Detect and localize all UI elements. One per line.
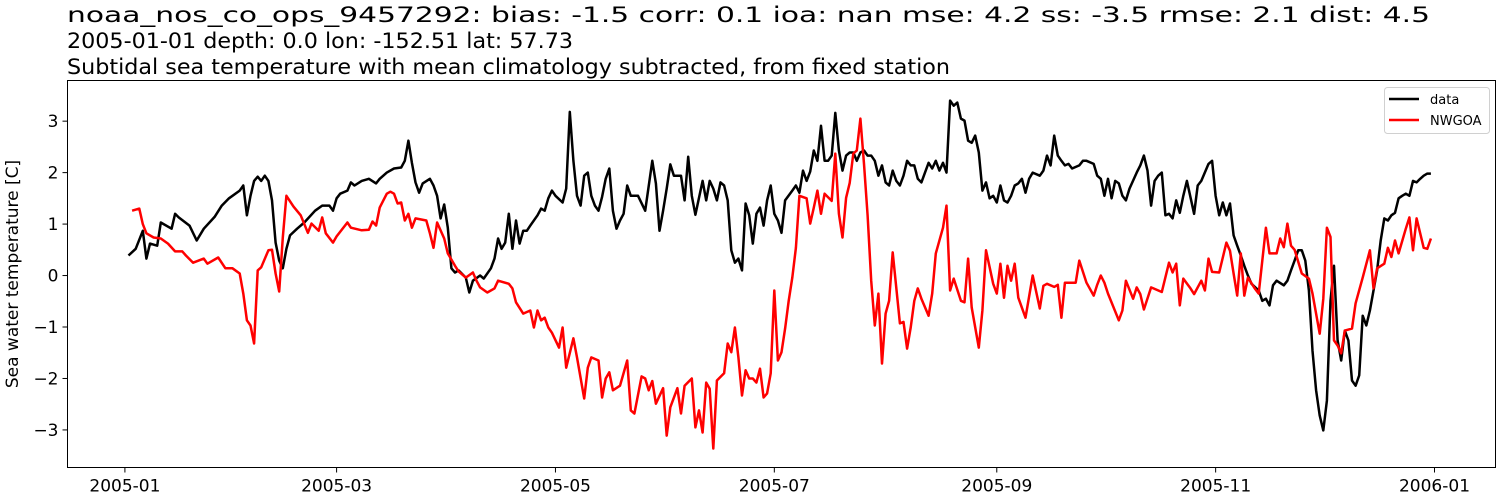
legend-label-nwgoa: NWGOA [1430, 114, 1482, 129]
y-tick-label: −3 [33, 421, 58, 441]
x-tick-label: 2005-11 [1180, 477, 1251, 497]
series-lines [127, 99, 1433, 450]
chart-title-line-3: Subtidal sea temperature with mean clima… [67, 55, 950, 79]
legend-label-data: data [1430, 93, 1459, 108]
series-line-data [127, 99, 1431, 432]
y-tick-label: −2 [33, 369, 58, 389]
y-axis-label: Sea water temperature [C] [3, 160, 23, 388]
y-tick-label: 1 [48, 215, 59, 235]
y-axis: −3 −2 −1 0 1 2 3 [33, 112, 68, 441]
plot-area-frame [67, 80, 1496, 468]
y-tick-label: 3 [48, 112, 59, 132]
x-tick-label: 2005-05 [520, 477, 591, 497]
x-tick-label: 2005-03 [301, 477, 372, 497]
chart-title-line-2: 2005-01-01 depth: 0.0 lon: -152.51 lat: … [67, 29, 573, 53]
x-tick-label: 2006-01 [1399, 477, 1470, 497]
y-tick-label: 0 [48, 267, 59, 287]
series-line-nwgoa [131, 117, 1433, 450]
x-axis: 2005-01 2005-03 2005-05 2005-07 2005-09 2005-… [89, 467, 1470, 497]
legend: data NWGOA [1384, 87, 1490, 134]
x-tick-label: 2005-07 [739, 477, 810, 497]
y-tick-label: 2 [48, 164, 59, 184]
x-tick-label: 2005-09 [961, 477, 1032, 497]
y-tick-label: −1 [33, 318, 58, 338]
chart-title-line-1: noaa_nos_co_ops_9457292: bias: -1.5 corr… [67, 3, 1430, 28]
x-tick-label: 2005-01 [89, 477, 160, 497]
